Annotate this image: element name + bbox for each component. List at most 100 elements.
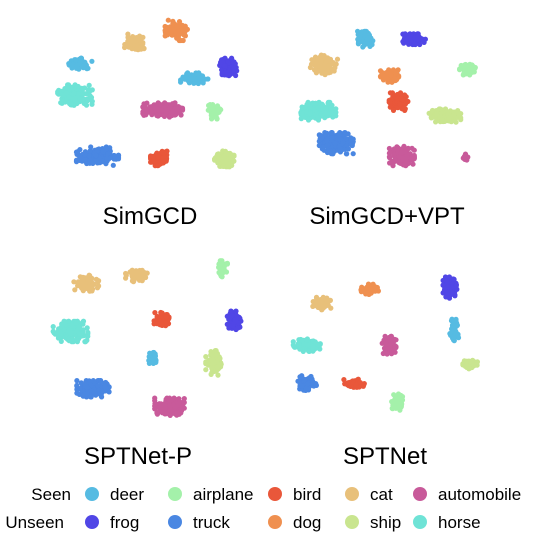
point-ship bbox=[471, 362, 477, 368]
point-cat bbox=[95, 279, 101, 285]
point-cat bbox=[326, 63, 332, 69]
point-bird bbox=[387, 99, 393, 105]
legend-label-airplane: airplane bbox=[193, 485, 254, 504]
point-dog bbox=[364, 289, 370, 295]
point-automobile bbox=[382, 333, 388, 339]
legend-label-frog: frog bbox=[110, 513, 139, 532]
point-ship bbox=[451, 109, 457, 115]
tsne-panels bbox=[50, 17, 480, 418]
point-truck bbox=[299, 383, 305, 389]
point-horse bbox=[310, 100, 316, 106]
point-automobile bbox=[390, 163, 396, 169]
point-airplane bbox=[460, 72, 466, 78]
point-frog bbox=[229, 55, 235, 61]
cluster-deer bbox=[447, 316, 462, 344]
point-cat bbox=[72, 287, 78, 293]
point-deer bbox=[452, 323, 458, 329]
point-dog bbox=[176, 23, 182, 29]
point-frog bbox=[402, 31, 408, 37]
point-deer bbox=[364, 36, 370, 42]
point-horse bbox=[325, 100, 331, 106]
cluster-truck bbox=[74, 378, 112, 400]
point-horse bbox=[303, 109, 309, 115]
cluster-deer bbox=[66, 55, 95, 72]
point-cat bbox=[94, 285, 101, 291]
point-deer bbox=[182, 76, 188, 82]
point-cat bbox=[80, 282, 86, 288]
point-dog bbox=[180, 37, 186, 44]
point-truck bbox=[301, 377, 308, 383]
panel-title-simgcd-vpt: SimGCD+VPT bbox=[309, 203, 465, 230]
point-cat bbox=[71, 279, 77, 285]
point-automobile bbox=[163, 411, 170, 417]
point-deer bbox=[200, 80, 206, 86]
point-ship bbox=[208, 371, 214, 377]
cluster-cat bbox=[310, 294, 334, 313]
point-bird bbox=[387, 104, 393, 110]
point-cat bbox=[75, 283, 81, 289]
cluster-dog bbox=[162, 17, 190, 44]
point-deer bbox=[453, 316, 459, 322]
point-bird bbox=[401, 105, 407, 111]
point-horse bbox=[295, 341, 301, 347]
point-bird bbox=[387, 90, 393, 96]
point-airplane bbox=[457, 67, 463, 73]
cluster-dog bbox=[377, 67, 402, 85]
legend-label-truck: truck bbox=[193, 513, 230, 532]
point-horse bbox=[63, 90, 69, 96]
panel-title-simgcd: SimGCD bbox=[103, 203, 198, 230]
point-truck bbox=[77, 147, 83, 153]
point-horse bbox=[68, 102, 74, 108]
point-horse bbox=[83, 102, 90, 108]
point-cat bbox=[80, 274, 86, 280]
point-horse bbox=[61, 318, 67, 324]
point-horse bbox=[71, 91, 77, 97]
point-deer bbox=[73, 57, 79, 63]
point-ship bbox=[203, 354, 209, 360]
point-automobile bbox=[181, 405, 187, 411]
point-horse bbox=[58, 331, 64, 337]
scatter-panel-simgcd-vpt bbox=[298, 28, 478, 169]
legend-marker-horse bbox=[413, 515, 427, 529]
point-truck bbox=[74, 383, 80, 389]
legend-marker-deer bbox=[85, 487, 99, 501]
legend-label-bird: bird bbox=[293, 485, 321, 504]
point-truck bbox=[90, 160, 96, 166]
point-automobile bbox=[408, 155, 414, 161]
point-cat bbox=[318, 59, 324, 65]
point-frog bbox=[412, 35, 418, 41]
cluster-cat bbox=[71, 272, 102, 294]
point-frog bbox=[231, 65, 237, 71]
point-deer bbox=[359, 29, 365, 35]
point-automobile bbox=[462, 156, 468, 162]
point-automobile bbox=[401, 149, 407, 155]
point-dog bbox=[165, 17, 171, 23]
point-automobile bbox=[388, 350, 395, 357]
cluster-bird bbox=[341, 376, 367, 390]
point-truck bbox=[328, 130, 334, 136]
cluster-automobile bbox=[379, 333, 399, 357]
point-truck bbox=[88, 394, 94, 400]
point-deer bbox=[194, 71, 200, 77]
cluster-truck bbox=[295, 373, 319, 393]
point-horse bbox=[290, 342, 296, 348]
panel-title-sptnet-p: SPTNet-P bbox=[84, 443, 192, 470]
point-truck bbox=[316, 142, 322, 149]
point-automobile bbox=[402, 162, 408, 168]
point-cat bbox=[129, 278, 135, 284]
legend-label-ship: ship bbox=[370, 513, 401, 532]
point-deer bbox=[451, 336, 457, 342]
point-automobile bbox=[147, 104, 153, 110]
legend-label-deer: deer bbox=[110, 485, 144, 504]
point-automobile bbox=[380, 350, 386, 357]
point-frog bbox=[218, 61, 224, 67]
point-horse bbox=[66, 318, 72, 324]
point-cat bbox=[327, 297, 333, 303]
point-automobile bbox=[396, 154, 402, 160]
point-truck bbox=[349, 136, 355, 142]
point-deer bbox=[69, 65, 75, 71]
point-horse bbox=[78, 331, 84, 337]
point-airplane bbox=[472, 64, 478, 71]
cluster-airplane bbox=[457, 61, 478, 78]
